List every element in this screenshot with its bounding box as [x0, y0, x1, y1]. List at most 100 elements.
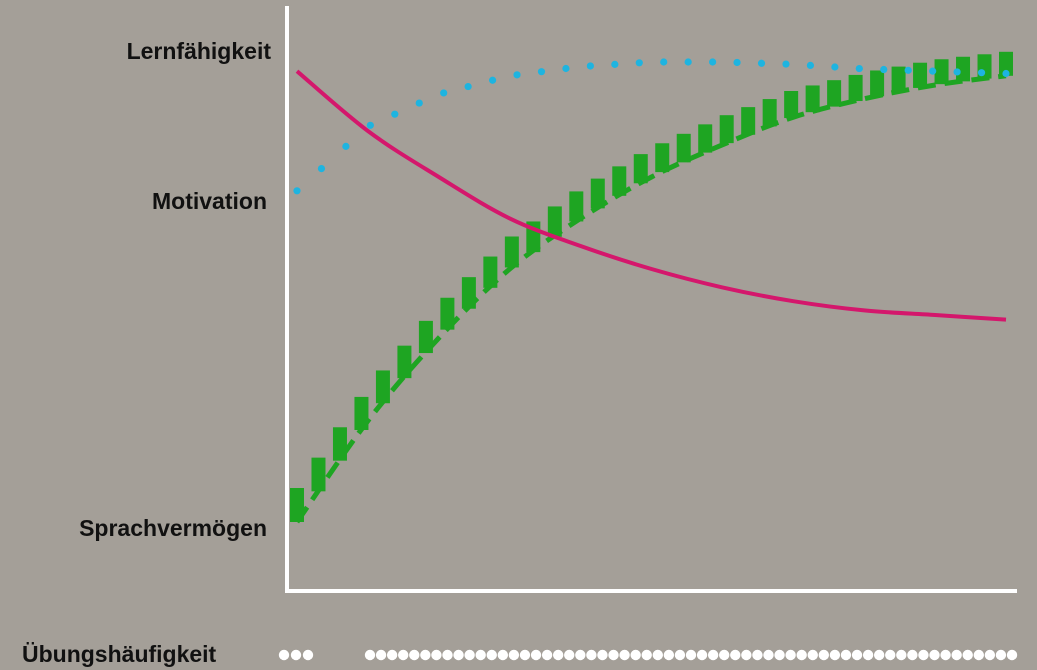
- x-axis-dots: [278, 649, 1018, 661]
- axis-dot: [885, 649, 896, 661]
- step-mark-sprachvermoegen: [590, 178, 605, 209]
- step-mark-sprachvermoegen: [483, 256, 498, 288]
- axis-dot: [984, 649, 996, 661]
- axis-dot: [995, 649, 1007, 661]
- axis-dot: [763, 649, 774, 661]
- axis-dot: [508, 649, 520, 661]
- axis-dot: [420, 649, 431, 661]
- series-point-lernfaehigkeit: [391, 110, 399, 118]
- axis-dot: [741, 649, 752, 661]
- series-point-lernfaehigkeit: [562, 64, 570, 73]
- step-mark-sprachvermoegen: [934, 59, 949, 85]
- series-line-motivation: [295, 69, 1007, 322]
- step-mark-sprachvermoegen: [504, 236, 519, 268]
- axis-dot: [818, 649, 830, 661]
- axis-dot: [862, 649, 874, 661]
- step-mark-sprachvermoegen: [612, 166, 627, 196]
- axis-dot: [541, 649, 553, 661]
- series-point-lernfaehigkeit: [440, 89, 448, 97]
- series-point-lernfaehigkeit: [611, 60, 619, 68]
- step-mark-sprachvermoegen: [805, 85, 820, 113]
- series-point-lernfaehigkeit: [929, 67, 937, 75]
- axis-dot: [707, 649, 719, 661]
- axis-dot: [752, 649, 763, 661]
- axis-dot: [290, 649, 302, 661]
- axis-dot: [575, 649, 586, 661]
- axis-dot: [278, 649, 290, 661]
- x-axis-label: Übungshäufigkeit: [22, 641, 217, 667]
- axis-dot: [530, 649, 542, 661]
- axis-dot: [619, 649, 630, 661]
- axis-dot: [719, 649, 730, 661]
- step-mark-sprachvermoegen: [719, 115, 734, 144]
- step-mark-sprachvermoegen: [547, 206, 562, 237]
- step-mark-sprachvermoegen: [848, 74, 863, 102]
- axis-dot: [663, 649, 675, 661]
- axis-dot: [464, 649, 475, 661]
- step-mark-sprachvermoegen: [999, 51, 1013, 76]
- step-mark-sprachvermoegen: [354, 396, 369, 430]
- step-mark-sprachvermoegen: [655, 143, 670, 173]
- step-mark-sprachvermoegen: [375, 370, 390, 404]
- axis-dot: [453, 649, 464, 661]
- series-point-lernfaehigkeit: [684, 58, 692, 66]
- series-point-lernfaehigkeit: [537, 68, 546, 76]
- axis-dot: [730, 649, 741, 661]
- axis-dot: [641, 649, 652, 661]
- axis-dot: [442, 649, 453, 661]
- axis-dot: [785, 649, 796, 661]
- step-mark-sprachvermoegen: [827, 80, 842, 107]
- axis-dot: [774, 649, 785, 661]
- axis-dot: [1006, 649, 1018, 661]
- series-point-lernfaehigkeit: [831, 63, 839, 71]
- series-point-lernfaehigkeit: [660, 58, 668, 66]
- axis-dot: [918, 649, 929, 661]
- axis-dot: [840, 649, 852, 661]
- axis-dot: [398, 649, 409, 661]
- step-mark-sprachvermoegen: [891, 66, 906, 93]
- axis-dot: [608, 649, 619, 661]
- step-mark-sprachvermoegen: [440, 297, 455, 330]
- axis-dot: [896, 649, 907, 661]
- series-point-lernfaehigkeit: [513, 71, 521, 79]
- step-mark-sprachvermoegen: [397, 345, 412, 379]
- axis-dot: [962, 649, 973, 661]
- axis-dot: [386, 649, 398, 661]
- step-mark-sprachvermoegen: [633, 154, 648, 184]
- series-point-lernfaehigkeit: [317, 164, 326, 173]
- series-point-lernfaehigkeit: [293, 187, 301, 195]
- axis-dot: [431, 649, 442, 661]
- step-mark-sprachvermoegen: [569, 191, 584, 222]
- step-mark-sprachvermoegen: [956, 56, 971, 82]
- series-point-lernfaehigkeit: [757, 59, 766, 67]
- series-point-lernfaehigkeit: [977, 69, 986, 77]
- step-mark-sprachvermoegen: [461, 277, 476, 309]
- axis-dot: [597, 649, 608, 661]
- step-mark-sprachvermoegen: [418, 320, 433, 354]
- series-point-lernfaehigkeit: [342, 142, 350, 150]
- series-layer: [290, 51, 1013, 524]
- axis-dot: [674, 649, 686, 661]
- step-mark-sprachvermoegen: [332, 427, 347, 461]
- step-mark-sprachvermoegen: [676, 133, 691, 163]
- axis-dot: [475, 649, 486, 661]
- axis-dot: [907, 649, 918, 661]
- series-point-lernfaehigkeit: [782, 60, 790, 68]
- series-point-lernfaehigkeit: [415, 99, 423, 107]
- axis-dot: [519, 649, 531, 661]
- axis-dot: [302, 649, 314, 661]
- series-point-lernfaehigkeit: [488, 76, 497, 84]
- axis-dot: [951, 649, 962, 661]
- step-mark-sprachvermoegen: [913, 62, 928, 88]
- y-tick-label-motivation: Motivation: [152, 188, 267, 214]
- y-tick-label-sprachvermoegen: Sprachvermögen: [79, 515, 267, 541]
- series-point-lernfaehigkeit: [709, 58, 717, 66]
- step-mark-sprachvermoegen: [741, 107, 756, 135]
- series-point-lernfaehigkeit: [806, 61, 815, 70]
- axis-dot: [497, 649, 509, 661]
- axis-dot: [564, 649, 575, 661]
- step-mark-sprachvermoegen: [311, 457, 326, 492]
- series-point-lernfaehigkeit: [733, 58, 741, 67]
- series-point-lernfaehigkeit: [880, 65, 888, 74]
